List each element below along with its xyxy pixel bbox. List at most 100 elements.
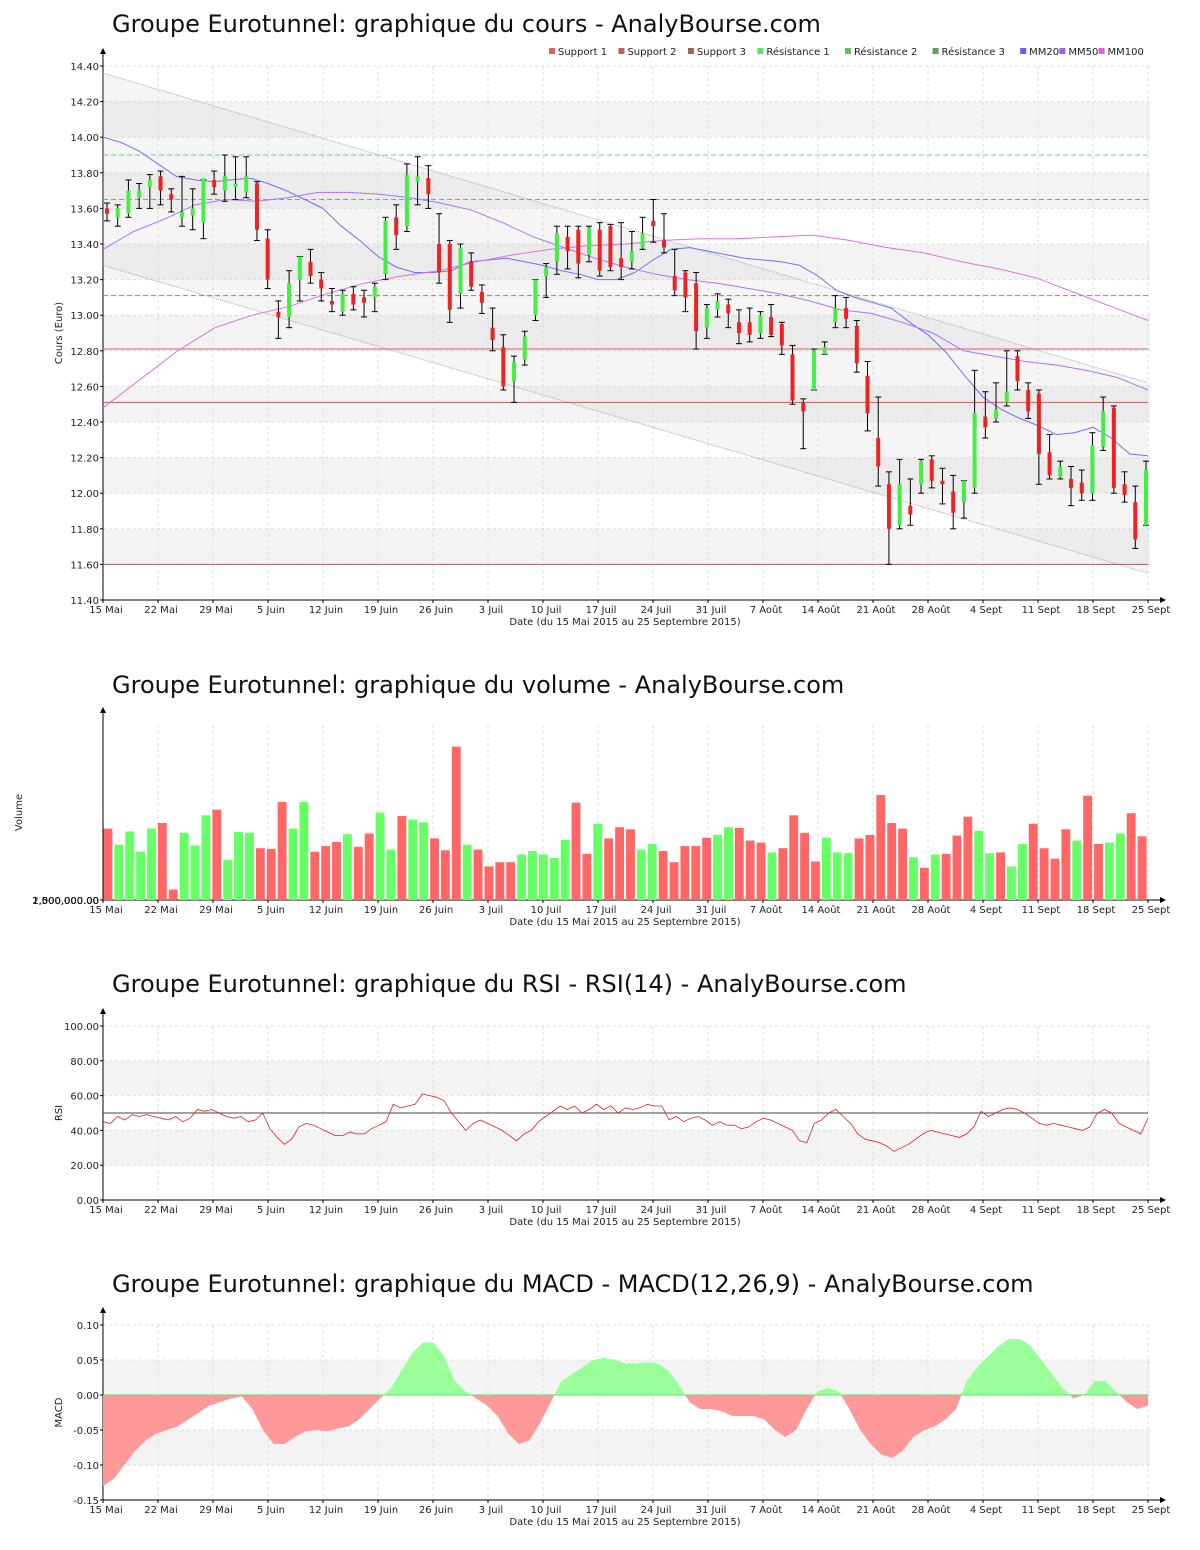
candle-body (919, 461, 924, 485)
candle-body (779, 324, 784, 346)
x-axis-label: Date (du 15 Mai 2015 au 25 Septembre 201… (509, 1517, 740, 1528)
volume-bar (223, 860, 233, 900)
candle-body (340, 293, 345, 312)
candle-body (404, 174, 409, 227)
legend-swatch (844, 48, 851, 54)
channel-lower-line (102, 264, 1149, 574)
x-tick-label: 3 Juil (479, 1205, 503, 1216)
volume-bar (702, 837, 712, 900)
macd-negative-area (103, 1395, 1148, 1486)
volume-bar (647, 844, 657, 900)
y-tick-label: 500,000.00 (42, 896, 99, 907)
macd-positive-area (103, 1339, 1148, 1395)
candle-body (790, 354, 795, 401)
x-axis-arrow (1160, 1497, 1166, 1503)
volume-bar (1039, 848, 1049, 900)
candle-body (383, 220, 388, 275)
grid-band (103, 1060, 1150, 1096)
volume-bar (397, 816, 407, 900)
volume-bar (876, 795, 886, 900)
volume-bar (473, 849, 483, 900)
volume-bar (680, 846, 690, 900)
candle-body (1047, 452, 1052, 476)
x-tick-label: 21 Août (857, 604, 896, 616)
x-tick-label: 12 Juin (309, 1205, 343, 1216)
macd-chart-title: Groupe Eurotunnel: graphique du MACD - M… (112, 1270, 1034, 1298)
candle-body (726, 304, 731, 314)
y-axis-label: MACD (54, 1397, 65, 1427)
x-tick-label: 25 Sept (1132, 1205, 1171, 1216)
candle-body (876, 438, 881, 467)
x-tick-label: 12 Juin (309, 605, 343, 616)
volume-bar (963, 816, 973, 900)
y-tick-label: 14.40 (70, 62, 99, 73)
volume-bar (136, 851, 146, 900)
volume-bar (745, 840, 755, 900)
x-tick-label: 29 Mai (199, 905, 232, 916)
candle-body (479, 292, 484, 303)
legend-label: MM100 (1108, 47, 1144, 58)
volume-bar (506, 862, 516, 900)
volume-bar (310, 851, 320, 900)
volume-chart-title: Groupe Eurotunnel: graphique du volume -… (112, 671, 845, 699)
x-tick-label: 28 Août (912, 1504, 951, 1516)
volume-bar (430, 838, 439, 900)
candle-body (244, 176, 249, 193)
x-tick-label: 26 Juin (419, 905, 453, 916)
y-tick-label: 13.40 (70, 240, 99, 251)
x-tick-label: 17 Juil (586, 905, 617, 916)
candle-body (640, 233, 645, 248)
volume-bar (996, 852, 1005, 900)
volume-bar (517, 854, 527, 900)
x-tick-label: 15 Mai (89, 1505, 122, 1516)
x-tick-label: 10 Juil (531, 1505, 562, 1516)
volume-bar (386, 849, 396, 900)
volume-bar (604, 838, 614, 900)
candle-body (544, 267, 549, 277)
y-tick-label: 11.40 (70, 596, 99, 607)
volume-bar (549, 858, 559, 900)
volume-bar (245, 832, 254, 900)
y-axis-label: Volume (14, 794, 25, 831)
volume-bar (451, 746, 461, 900)
x-tick-label: 14 Août (802, 904, 841, 916)
x-tick-label: 4 Sept (970, 1505, 1002, 1516)
volume-bar (985, 853, 995, 900)
x-tick-label: 19 Juin (364, 1205, 398, 1216)
volume-bar (909, 857, 918, 900)
volume-bar (1017, 844, 1027, 900)
candle-body (961, 480, 966, 503)
x-tick-label: 25 Sept (1132, 1505, 1171, 1516)
volume-bar (789, 815, 799, 900)
rsi-chart: 0.00 20.00 40.00 60.00 80.00 100.00 15 Mai 22 M… (54, 1008, 1171, 1228)
volume-bar (1094, 844, 1103, 900)
volume-bar (495, 862, 505, 900)
candle-body (126, 190, 131, 214)
x-tick-label: 3 Juil (479, 905, 503, 916)
x-tick-label: 19 Juin (364, 905, 398, 916)
candle-body (951, 491, 956, 513)
legend-swatch (932, 48, 939, 54)
candle-body (179, 211, 184, 218)
x-tick-label: 31 Juil (696, 605, 727, 616)
candle-body (1069, 478, 1074, 488)
candle-body (351, 293, 356, 305)
candle-body (265, 238, 270, 280)
candle-body (212, 179, 217, 188)
candle-body (169, 194, 174, 200)
y-tick-label: 12.80 (70, 347, 99, 358)
volume-bar (1137, 836, 1147, 900)
x-axis-arrow (1160, 1197, 1166, 1203)
y-tick-label: 100.00 (64, 1022, 99, 1033)
volume-bar (299, 802, 309, 900)
candle-body (619, 258, 624, 268)
candle-body (522, 336, 527, 360)
candle-body (394, 217, 399, 236)
volume-bar (669, 862, 679, 900)
candle-body (994, 409, 999, 419)
volume-bar (277, 802, 287, 900)
volume-bar (952, 835, 962, 900)
x-tick-label: 7 Août (750, 1504, 783, 1516)
y-tick-label: 0.10 (77, 1321, 99, 1332)
volume-bar (713, 834, 722, 900)
